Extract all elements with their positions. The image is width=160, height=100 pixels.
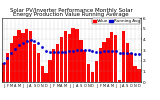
Bar (75, 29, 79, 82)
Bar (40, 66, 44, 82)
Bar (79, 40, 83, 82)
Bar (2, 63, 5, 82)
Bar (72, 28, 75, 82)
Bar (48, 60, 52, 82)
Bar (17, 30, 21, 82)
Bar (29, 31, 32, 82)
Bar (122, 31, 125, 82)
Bar (60, 37, 63, 82)
Bar (68, 34, 71, 82)
Bar (126, 43, 129, 82)
Legend: Value, Running Avg: Value, Running Avg (92, 18, 140, 24)
Bar (25, 29, 28, 82)
Bar (133, 66, 137, 82)
Bar (64, 31, 67, 82)
Bar (10, 42, 13, 82)
Bar (83, 50, 86, 82)
Bar (102, 42, 106, 82)
Bar (6, 53, 9, 82)
Bar (99, 48, 102, 82)
Bar (56, 44, 59, 82)
Bar (87, 64, 90, 82)
Bar (21, 33, 24, 82)
Bar (110, 32, 113, 82)
Bar (137, 69, 140, 82)
Title: Solar PV/Inverter Performance Monthly Solar Energy Production Value Running Aver: Solar PV/Inverter Performance Monthly So… (10, 8, 133, 17)
Bar (95, 61, 98, 82)
Bar (106, 38, 110, 82)
Bar (44, 74, 48, 82)
Bar (33, 44, 36, 82)
Bar (129, 53, 133, 82)
Bar (52, 49, 56, 82)
Bar (37, 53, 40, 82)
Bar (118, 80, 121, 82)
Bar (91, 72, 94, 82)
Bar (114, 34, 117, 82)
Bar (13, 36, 17, 82)
